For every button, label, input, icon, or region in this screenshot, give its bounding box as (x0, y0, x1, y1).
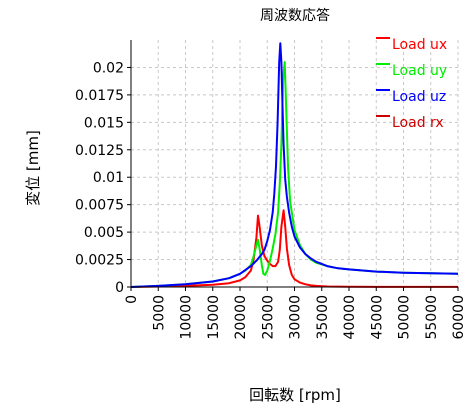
y-tick-label: 0 (115, 280, 124, 296)
x-tick-label: 50000 (397, 295, 413, 340)
x-tick-label: 40000 (342, 295, 358, 340)
x-tick-label: 25000 (260, 295, 276, 340)
y-tick-label: 0.015 (84, 115, 124, 131)
x-axis-label: 回転数 [rpm] (249, 386, 341, 404)
y-tick-label: 0.0125 (75, 143, 124, 159)
x-tick-label: 55000 (424, 295, 440, 340)
legend-label: Load rx (392, 115, 444, 131)
series-line-load-uz (130, 42, 459, 288)
y-tick-label: 0.005 (84, 225, 124, 241)
plot-area (130, 42, 459, 288)
y-tick-label: 0.0075 (75, 198, 124, 214)
x-tick-label: 60000 (451, 295, 467, 340)
x-axis-ticks: 0 5000 10000 15000 20000 25000 30000 35000 40000… (124, 287, 467, 340)
legend-label: Load uy (392, 63, 447, 79)
x-tick-label: 30000 (288, 295, 304, 340)
y-axis-ticks: 0 0.0025 0.005 0.0075 0.01 0.0125 0.015 0.0175 0… (75, 60, 131, 296)
x-tick-label: 20000 (233, 295, 249, 340)
x-tick-label: 10000 (179, 295, 195, 340)
y-tick-label: 0.0175 (75, 88, 124, 104)
y-tick-label: 0.02 (93, 60, 124, 76)
series-line-load-ux (130, 209, 458, 288)
legend-label: Load ux (392, 37, 447, 53)
y-tick-label: 0.01 (93, 170, 124, 186)
chart-title: 周波数応答 (260, 7, 330, 24)
y-axis-label: 変位 [mm] (24, 130, 42, 206)
legend: Load ux Load uy Load uz Load rx (376, 37, 447, 131)
x-tick-label: 15000 (206, 295, 222, 340)
x-tick-label: 35000 (315, 295, 331, 340)
x-tick-label: 0 (124, 295, 140, 304)
y-tick-label: 0.0025 (75, 253, 124, 269)
x-tick-label: 45000 (369, 295, 385, 340)
x-tick-label: 5000 (151, 295, 167, 331)
legend-label: Load uz (392, 89, 446, 105)
